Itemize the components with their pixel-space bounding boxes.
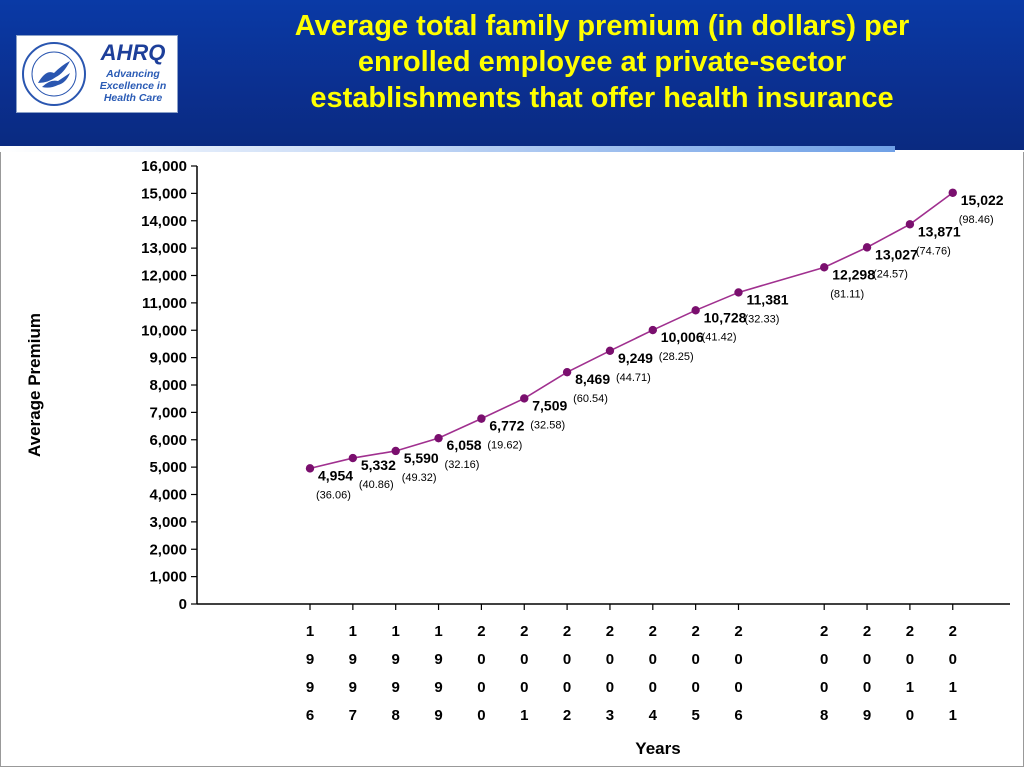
hhs-seal-icon: [22, 42, 86, 106]
ahrq-logo: AHRQ Advancing Excellence in Health Care: [93, 40, 173, 108]
data-point-marker: [520, 394, 529, 403]
data-point-marker: [605, 346, 615, 356]
y-tick-label: 3,000: [149, 514, 187, 531]
data-point-marker: [734, 288, 743, 297]
standard-error-label: (41.42): [702, 331, 737, 343]
data-point-marker: [305, 464, 315, 473]
standard-error-label: (36.06): [316, 489, 351, 501]
ahrq-tagline-line: Health Care: [103, 92, 163, 104]
standard-error-label: (28.25): [659, 351, 694, 363]
slide-title: Average total family premium (in dollars…: [180, 8, 1024, 116]
data-value-label: 13,027: [875, 246, 918, 262]
slide-title-line: Average total family premium (in dollars…: [294, 10, 910, 42]
data-point-marker: [562, 367, 572, 377]
data-point-marker: [648, 325, 657, 335]
standard-error-label: (81.11): [830, 288, 864, 300]
y-tick-label: 2,000: [149, 541, 187, 558]
y-axis-title: Average Premium: [25, 313, 44, 457]
y-tick-label: 10,000: [141, 322, 187, 339]
data-point-marker: [691, 306, 700, 315]
data-value-label: 4,954: [318, 467, 353, 483]
data-value-label: 10,728: [704, 309, 747, 325]
data-point-marker: [905, 220, 915, 229]
data-point-marker: [862, 243, 872, 252]
y-tick-label: 16,000: [141, 158, 187, 175]
standard-error-label: (74.76): [916, 245, 951, 257]
y-tick-label: 15,000: [141, 185, 187, 202]
standard-error-label: (19.62): [487, 440, 522, 452]
data-point-marker: [434, 433, 443, 443]
data-point-marker: [820, 263, 829, 272]
standard-error-label: (49.32): [402, 472, 437, 484]
ahrq-tagline-line: Excellence in: [99, 80, 167, 92]
y-tick-label: 6,000: [149, 432, 187, 449]
standard-error-label: (44.71): [616, 372, 651, 384]
ahrq-tagline-line: Advancing: [106, 68, 160, 80]
standard-error-label: (60.54): [573, 393, 608, 405]
x-axis-ticks: 1 9 9 6 1 9 9 7 1 9 9 8 1 9 9 9 2 0 0 0 2 0 0 1 2 0 0 2 2 0 0 3 2 0 0 4 2 0 0 5…: [306, 604, 957, 724]
data-value-label: 12,298: [832, 266, 875, 282]
y-axis-ticks: 0 1,000 2,000 3,000 4,000 5,000 6,000 7,000 8,00…: [141, 158, 197, 613]
data-value-label: 8,469: [575, 371, 610, 387]
standard-error-label: (32.33): [745, 313, 780, 325]
y-tick-label: 0: [179, 596, 187, 613]
data-labels: 4,954 (36.06) 5,332 (40.86) 5,590 (49.32) 6,05…: [316, 192, 1004, 502]
data-value-label: 9,249: [618, 350, 653, 366]
standard-error-label: (32.58): [530, 419, 565, 431]
slide-title-line: enrolled employee at private-sector: [357, 46, 847, 78]
data-value-label: 5,590: [404, 450, 439, 466]
y-tick-label: 8,000: [149, 377, 187, 394]
standard-error-label: (32.16): [445, 459, 480, 471]
data-point-marker: [477, 414, 486, 423]
standard-error-label: (40.86): [359, 479, 394, 491]
y-tick-label: 14,000: [141, 213, 187, 230]
y-tick-label: 13,000: [141, 240, 187, 257]
data-value-label: 6,058: [447, 437, 482, 453]
data-value-label: 11,381: [747, 291, 789, 307]
ahrq-wordmark: AHRQ: [100, 40, 166, 65]
y-tick-label: 1,000: [149, 569, 187, 586]
data-point-marker: [391, 446, 400, 456]
series-path: [309, 192, 954, 470]
data-value-label: 7,509: [532, 397, 567, 413]
slide-title-line: establishments that offer health insuran…: [310, 82, 894, 114]
standard-error-label: (24.57): [873, 268, 908, 280]
y-tick-label: 7,000: [149, 404, 187, 421]
data-point-marker: [348, 453, 358, 463]
y-tick-label: 12,000: [141, 268, 187, 285]
data-value-label: 10,006: [661, 329, 704, 345]
x-axis-title: Years: [635, 739, 680, 758]
ahrq-tagline: Advancing Excellence in Health Care: [93, 68, 173, 104]
y-tick-label: 9,000: [149, 350, 187, 367]
y-tick-label: 4,000: [149, 487, 187, 504]
series-line: [305, 188, 957, 473]
data-value-label: 13,871: [918, 223, 961, 239]
y-tick-label: 5,000: [149, 459, 187, 476]
data-value-label: 5,332: [361, 457, 396, 473]
logo-panel: AHRQ Advancing Excellence in Health Care: [16, 35, 178, 113]
y-tick-label: 11,000: [142, 295, 187, 312]
data-value-label: 6,772: [489, 418, 524, 434]
data-point-marker: [948, 188, 957, 197]
header-divider: [0, 146, 895, 152]
data-value-label: 15,022: [961, 192, 1004, 208]
standard-error-label: (98.46): [959, 214, 994, 226]
